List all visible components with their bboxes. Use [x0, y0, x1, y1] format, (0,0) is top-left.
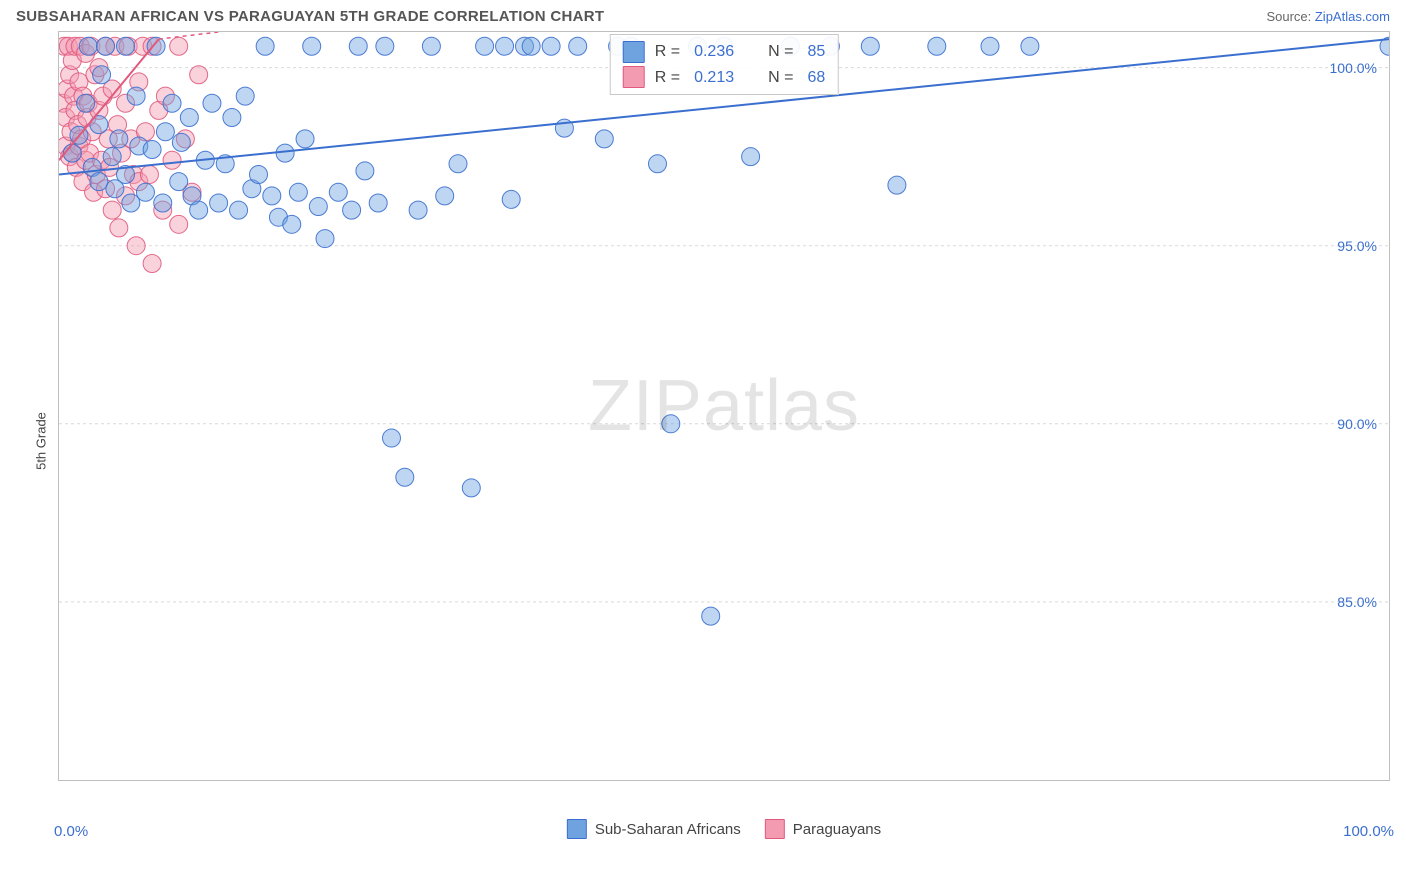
r-label: R =	[655, 39, 680, 65]
x-tick	[890, 780, 891, 781]
y-tick-label: 95.0%	[1337, 238, 1377, 254]
x-axis-max-label: 100.0%	[1343, 823, 1394, 840]
r-value-paraguayan: 0.213	[694, 65, 734, 91]
y-tick-label: 90.0%	[1337, 416, 1377, 432]
n-value-paraguayan: 68	[807, 65, 825, 91]
legend-swatch-subsaharan-icon	[567, 819, 587, 839]
chart-container: 5th Grade ZIPatlas R = 0.236 N = 85 R = …	[16, 31, 1390, 851]
x-tick	[392, 780, 393, 781]
y-tick-label: 100.0%	[1330, 60, 1377, 76]
plot-svg	[59, 32, 1389, 780]
x-tick	[1057, 780, 1058, 781]
legend-bottom: Sub-Saharan Africans Paraguayans	[567, 819, 881, 839]
y-axis-title: 5th Grade	[33, 412, 48, 470]
chart-title: SUBSAHARAN AFRICAN VS PARAGUAYAN 5TH GRA…	[16, 8, 604, 25]
x-tick	[558, 780, 559, 781]
plot-area: ZIPatlas R = 0.236 N = 85 R = 0.213 N = …	[58, 31, 1390, 781]
source-link[interactable]: ZipAtlas.com	[1315, 9, 1390, 24]
r-value-subsaharan: 0.236	[694, 39, 734, 65]
r-label: R =	[655, 65, 680, 91]
x-tick	[1389, 780, 1390, 781]
x-axis-area: 0.0% 100.0% Sub-Saharan Africans Paragua…	[58, 791, 1390, 851]
legend-label-paraguayan: Paraguayans	[793, 821, 881, 838]
x-tick	[724, 780, 725, 781]
legend-item-subsaharan: Sub-Saharan Africans	[567, 819, 741, 839]
stats-legend-box: R = 0.236 N = 85 R = 0.213 N = 68	[610, 34, 839, 95]
swatch-subsaharan-icon	[623, 41, 645, 63]
n-value-subsaharan: 85	[807, 39, 825, 65]
stats-row-paraguayan: R = 0.213 N = 68	[623, 65, 826, 91]
x-tick	[59, 780, 60, 781]
legend-label-subsaharan: Sub-Saharan Africans	[595, 821, 741, 838]
swatch-paraguayan-icon	[623, 66, 645, 88]
stats-row-subsaharan: R = 0.236 N = 85	[623, 39, 826, 65]
n-label: N =	[768, 65, 793, 91]
legend-swatch-paraguayan-icon	[765, 819, 785, 839]
x-tick	[225, 780, 226, 781]
source-attribution: Source: ZipAtlas.com	[1266, 9, 1390, 24]
y-tick-label: 85.0%	[1337, 594, 1377, 610]
legend-item-paraguayan: Paraguayans	[765, 819, 881, 839]
n-label: N =	[768, 39, 793, 65]
source-prefix: Source:	[1266, 9, 1314, 24]
x-tick	[1223, 780, 1224, 781]
x-axis-min-label: 0.0%	[54, 823, 88, 840]
